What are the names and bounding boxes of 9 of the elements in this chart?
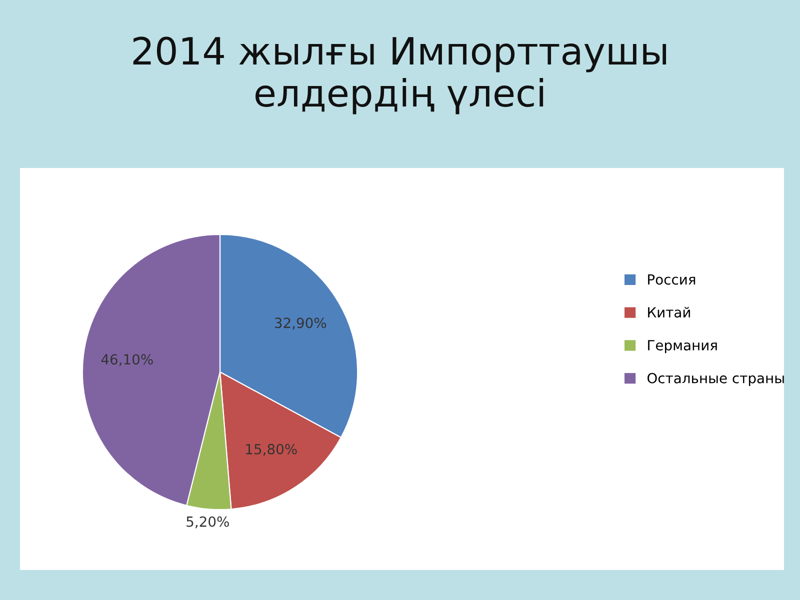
legend-label: Остальные страны <box>648 372 784 386</box>
legend-label: Россия <box>648 274 696 285</box>
data-label: 5,20% <box>186 516 229 528</box>
data-label: 46,10% <box>101 354 153 366</box>
data-label: 32,90% <box>274 318 326 330</box>
data-label: 15,80% <box>246 444 297 456</box>
legend-label: Германия <box>648 340 717 354</box>
chart-title: 2014 жылғы Импорттаушы елдердің үлесі <box>133 36 666 114</box>
legend-label: Китай <box>648 306 690 318</box>
